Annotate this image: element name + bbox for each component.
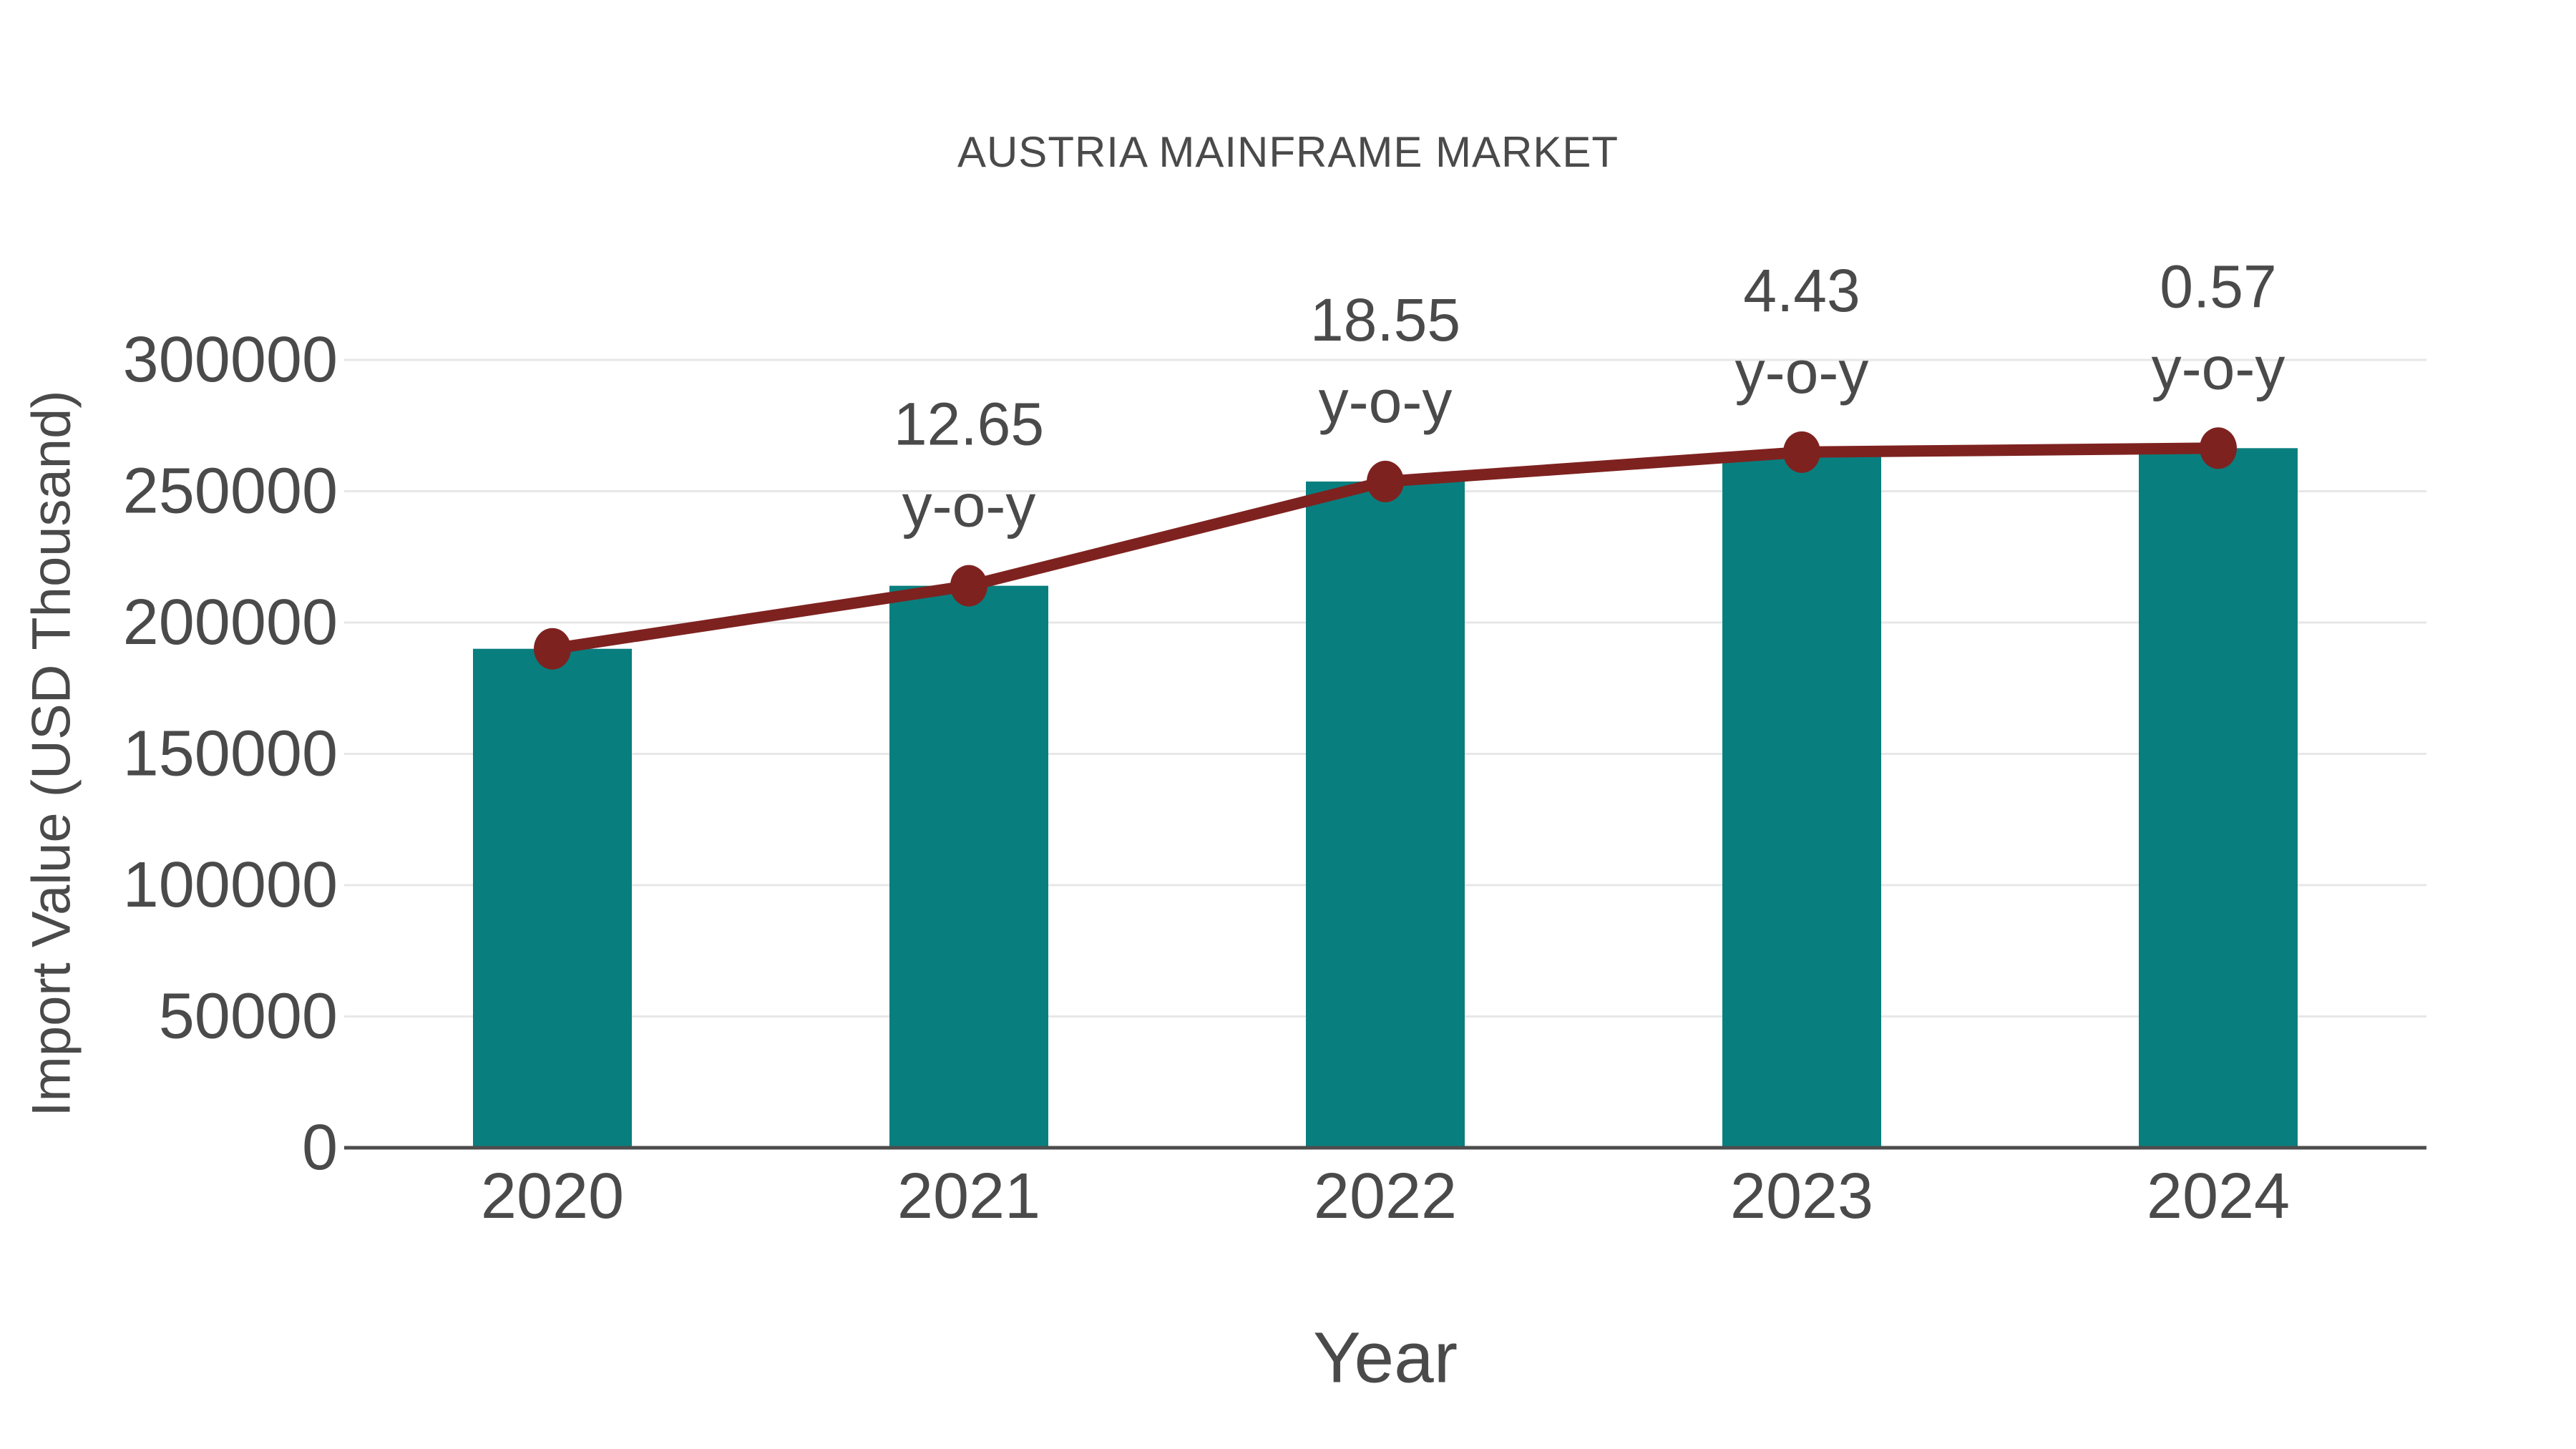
x-tick-label-2024: 2024 (2147, 1161, 2290, 1232)
y-tick-label-200000: 200000 (123, 587, 338, 658)
bar-2020 (473, 648, 632, 1148)
y-tick-label-100000: 100000 (123, 849, 338, 921)
x-axis-title: Year (1312, 1317, 1458, 1398)
chart-title: AUSTRIA MAINFRAME MARKET (957, 128, 1619, 176)
annotation-value-2023: 4.43 (1743, 257, 1860, 324)
bar-2023 (1722, 452, 1881, 1148)
annotation-value-2022: 18.55 (1310, 286, 1460, 353)
annotation-value-2024: 0.57 (2160, 253, 2277, 320)
annotation-yoy-2023: y-o-y (1735, 338, 1869, 406)
annotation-value-2021: 12.65 (894, 391, 1044, 458)
annotation-yoy-2022: y-o-y (1319, 368, 1453, 435)
y-tick-label-300000: 300000 (123, 324, 338, 396)
yoy-marker-2024 (2200, 427, 2237, 469)
y-tick-label-0: 0 (302, 1112, 338, 1184)
bar-2022 (1306, 481, 1465, 1148)
annotation-yoy-2021: y-o-y (902, 472, 1036, 540)
y-tick-label-250000: 250000 (123, 456, 338, 527)
x-tick-label-2020: 2020 (481, 1161, 624, 1232)
yoy-marker-2020 (534, 628, 571, 670)
annotation-yoy-2024: y-o-y (2152, 334, 2285, 401)
y-tick-label-50000: 50000 (159, 981, 338, 1053)
yoy-marker-2021 (950, 565, 987, 607)
y-axis-title: Import Value (USD Thousand) (21, 390, 82, 1117)
bar-2024 (2139, 448, 2298, 1148)
yoy-marker-2023 (1783, 431, 1820, 473)
bar-2021 (889, 585, 1048, 1148)
yoy-marker-2022 (1367, 460, 1404, 502)
y-tick-label-150000: 150000 (123, 718, 338, 790)
x-tick-label-2021: 2021 (897, 1161, 1040, 1232)
x-tick-label-2023: 2023 (1730, 1161, 1873, 1232)
x-tick-label-2022: 2022 (1314, 1161, 1457, 1232)
